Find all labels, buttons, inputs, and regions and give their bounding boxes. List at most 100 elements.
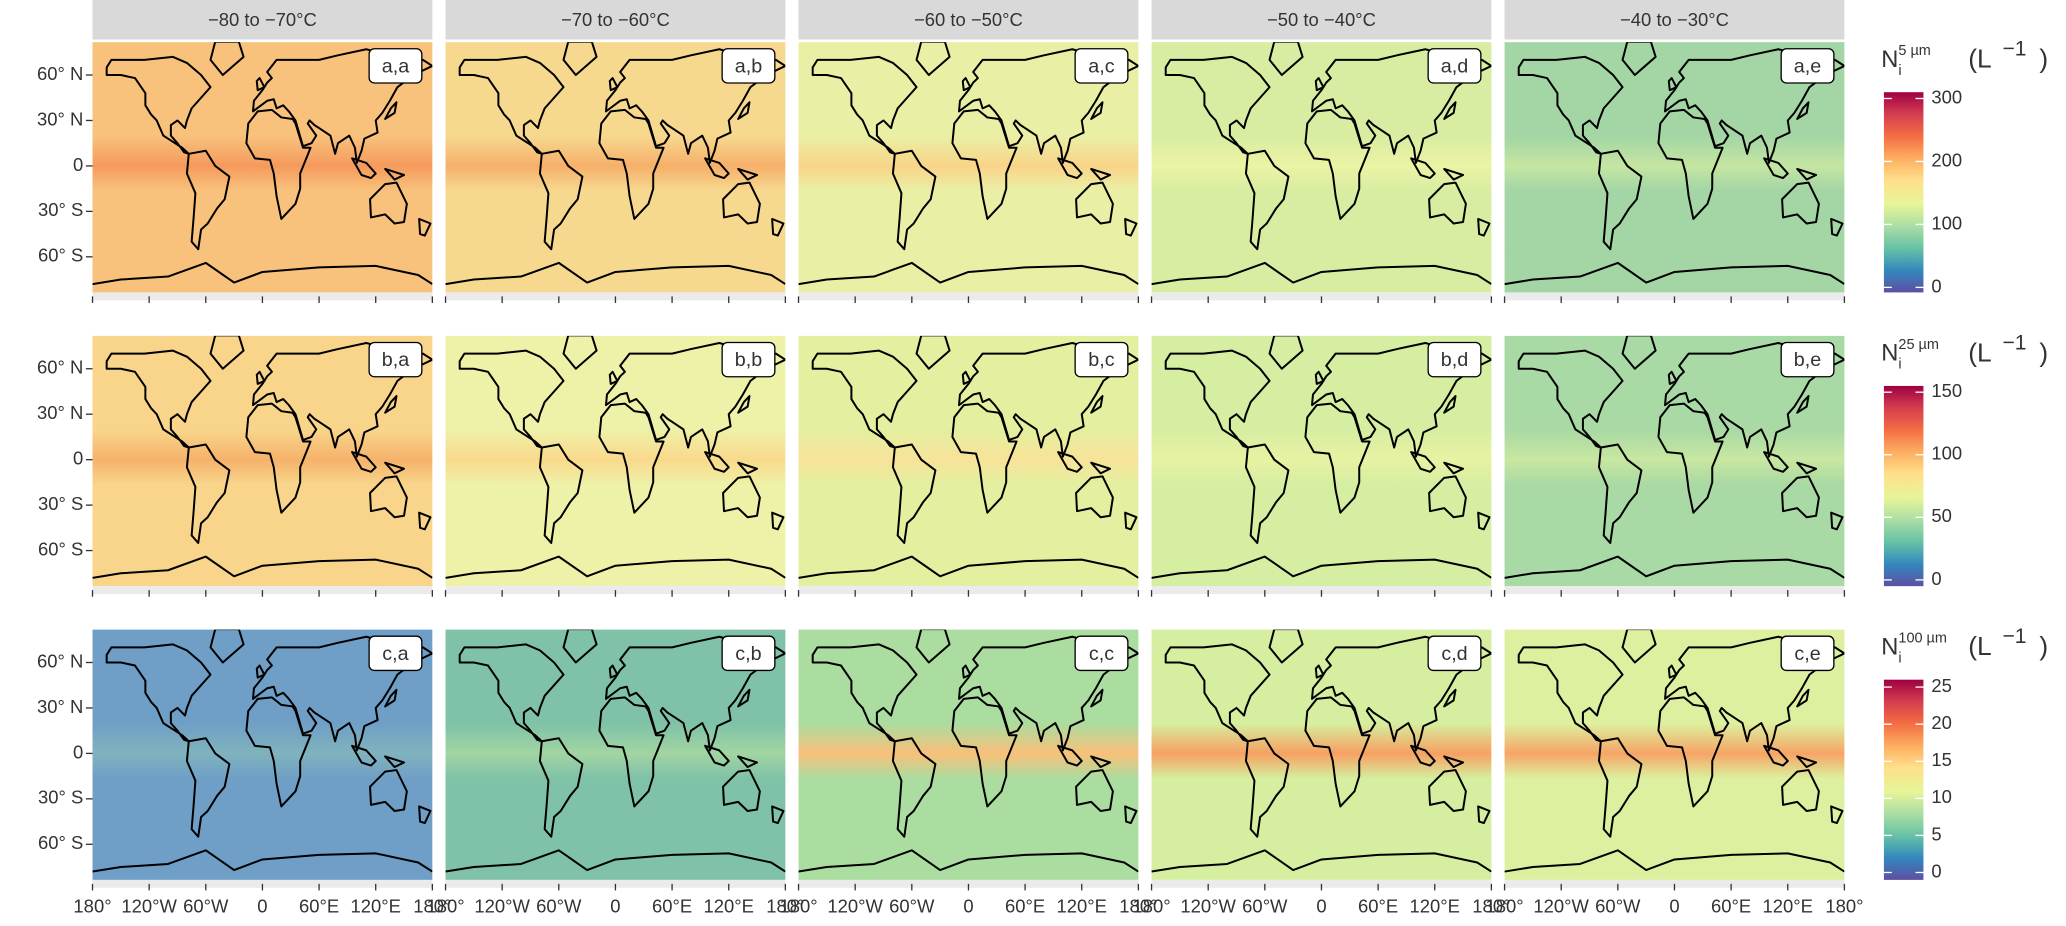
strip-header bbox=[798, 0, 1139, 40]
x-tick-label: 180° bbox=[413, 895, 451, 916]
axis-strip bbox=[92, 586, 433, 595]
x-tick-label: 0 bbox=[1316, 895, 1326, 916]
panel-label-box bbox=[721, 635, 776, 672]
y-tick-label: 30° N bbox=[37, 696, 83, 717]
legend-superscript: 5 µm bbox=[1898, 43, 1930, 59]
panel-label: b,b bbox=[735, 349, 762, 371]
x-tick-label: 180° bbox=[426, 895, 464, 916]
y-tick-label: 0 bbox=[73, 448, 83, 469]
legend-symbol: N bbox=[1881, 634, 1898, 660]
column-header: −60 to −50°C bbox=[914, 9, 1023, 30]
y-tick-label: 30° N bbox=[37, 402, 83, 423]
y-tick-label: 60° N bbox=[37, 63, 83, 84]
colorbar-tick-label: 20 bbox=[1931, 712, 1952, 733]
colorbar bbox=[1883, 385, 1924, 587]
x-tick-label: 120°E bbox=[1410, 895, 1460, 916]
y-tick-label: 0 bbox=[73, 741, 83, 762]
panel-label: a,e bbox=[1794, 55, 1821, 77]
colorbar-tick-label: 25 bbox=[1931, 675, 1952, 696]
panel-label-box bbox=[1074, 341, 1129, 378]
colorbar bbox=[1883, 679, 1924, 880]
y-tick-label: 30° N bbox=[37, 108, 83, 129]
x-tick-label: 0 bbox=[610, 895, 620, 916]
panel-label: b,a bbox=[382, 349, 409, 371]
strip-header bbox=[445, 0, 786, 40]
colorbar-tick-label: 5 bbox=[1931, 823, 1941, 844]
column-header: −80 to −70°C bbox=[208, 9, 317, 30]
x-tick-label: 120°W bbox=[1533, 895, 1589, 916]
panel-label-box bbox=[721, 341, 776, 378]
legend-symbol: N bbox=[1881, 47, 1898, 73]
legend-unit-close: ) bbox=[2039, 337, 2048, 367]
legend-unit-exponent: −1 bbox=[2002, 625, 2026, 648]
legend-unit-exponent: −1 bbox=[2002, 331, 2026, 354]
x-tick-label: 60°E bbox=[652, 895, 692, 916]
x-tick-label: 120°W bbox=[474, 895, 530, 916]
strip-header bbox=[1504, 0, 1845, 40]
x-tick-label: 0 bbox=[257, 895, 267, 916]
legend-unit: (L bbox=[1968, 44, 1991, 74]
y-tick-label: 30° S bbox=[38, 787, 83, 808]
x-tick-label: 120°E bbox=[1057, 895, 1107, 916]
legend-unit: (L bbox=[1968, 631, 1991, 661]
x-tick-label: 120°E bbox=[704, 895, 754, 916]
legend-unit-exponent: −1 bbox=[2002, 38, 2026, 61]
x-tick-label: 60°W bbox=[183, 895, 229, 916]
panel-label: b,e bbox=[1794, 349, 1821, 371]
x-tick-label: 60°W bbox=[1242, 895, 1288, 916]
x-tick-label: 60°E bbox=[1005, 895, 1045, 916]
panel-label-box bbox=[1427, 48, 1482, 84]
x-tick-label: 180° bbox=[73, 895, 111, 916]
strip-header bbox=[1151, 0, 1492, 40]
x-tick-label: 60°E bbox=[1358, 895, 1398, 916]
panel-label: c,e bbox=[1794, 643, 1820, 665]
panel-label-box bbox=[721, 48, 776, 84]
x-tick-label: 60°W bbox=[536, 895, 582, 916]
legend-superscript: 100 µm bbox=[1898, 631, 1947, 647]
legend-symbol: N bbox=[1881, 341, 1898, 367]
panel-label-box bbox=[368, 341, 423, 378]
legend-subscript: i bbox=[1898, 357, 1901, 373]
column-header: −40 to −30°C bbox=[1620, 9, 1729, 30]
x-tick-label: 180° bbox=[1485, 895, 1523, 916]
y-tick-label: 30° S bbox=[38, 493, 83, 514]
y-tick-label: 30° S bbox=[38, 199, 83, 220]
legend-unit: (L bbox=[1968, 337, 1991, 367]
column-header: −50 to −40°C bbox=[1267, 9, 1376, 30]
colorbar-tick-label: 0 bbox=[1931, 568, 1941, 589]
axis-strip bbox=[1504, 586, 1845, 595]
panel-label: b,c bbox=[1088, 349, 1114, 371]
legend-subscript: i bbox=[1898, 650, 1901, 666]
panel-label-box bbox=[1074, 48, 1129, 84]
panel-label: a,a bbox=[382, 55, 409, 77]
axis-strip bbox=[445, 586, 786, 595]
x-tick-label: 120°E bbox=[350, 895, 400, 916]
panel-label: a,b bbox=[735, 55, 762, 77]
panel-label: a,c bbox=[1088, 55, 1114, 77]
x-tick-label: 180° bbox=[766, 895, 804, 916]
colorbar-tick-label: 150 bbox=[1931, 380, 1962, 401]
colorbar bbox=[1883, 92, 1924, 293]
panel-label: b,d bbox=[1441, 349, 1468, 371]
x-tick-label: 120°W bbox=[1180, 895, 1236, 916]
colorbar-tick-label: 300 bbox=[1931, 86, 1962, 107]
x-tick-label: 180° bbox=[1472, 895, 1510, 916]
x-tick-label: 180° bbox=[1132, 895, 1170, 916]
y-tick-label: 60° S bbox=[38, 832, 83, 853]
x-tick-label: 60°W bbox=[889, 895, 935, 916]
legend-superscript: 25 µm bbox=[1898, 337, 1939, 353]
x-tick-label: 180° bbox=[779, 895, 817, 916]
y-tick-label: 60° S bbox=[38, 538, 83, 559]
x-tick-label: 120°W bbox=[121, 895, 177, 916]
colorbar-tick-label: 0 bbox=[1931, 860, 1941, 881]
axis-strip bbox=[798, 586, 1139, 595]
panel-label: c,d bbox=[1441, 643, 1467, 665]
x-tick-label: 180° bbox=[1119, 895, 1157, 916]
panel-label: a,d bbox=[1441, 55, 1468, 77]
colorbar-tick-label: 100 bbox=[1931, 212, 1962, 233]
colorbar-tick-label: 200 bbox=[1931, 149, 1962, 170]
colorbar-tick-label: 100 bbox=[1931, 443, 1962, 464]
panel-label: c,b bbox=[735, 643, 761, 665]
panel-label-box bbox=[1780, 48, 1835, 84]
